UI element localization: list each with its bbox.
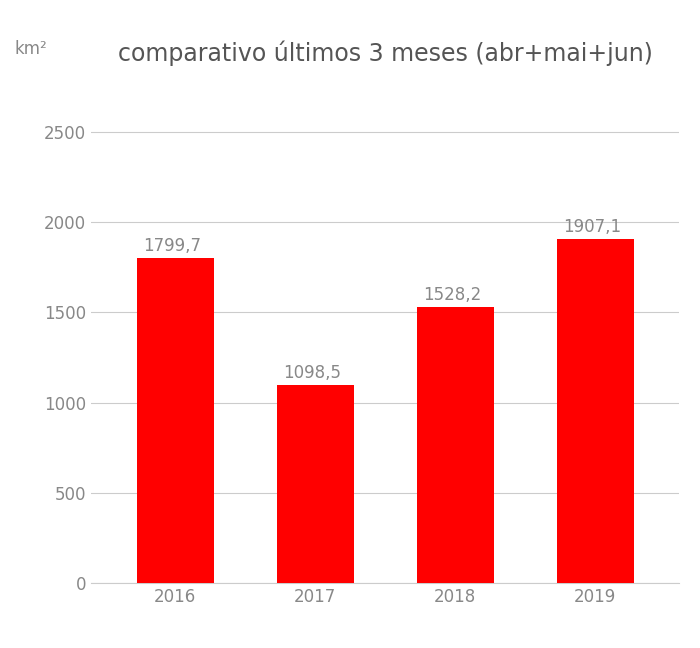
Bar [416, 307, 494, 583]
Bar [276, 385, 354, 583]
Bar [556, 239, 634, 583]
Text: 1799,7: 1799,7 [144, 237, 202, 255]
Bar [136, 259, 214, 583]
Text: 1907,1: 1907,1 [564, 218, 622, 236]
Text: 1528,2: 1528,2 [424, 286, 482, 304]
Text: km²: km² [14, 40, 47, 58]
Text: 1098,5: 1098,5 [284, 364, 342, 382]
Title: comparativo últimos 3 meses (abr+mai+jun): comparativo últimos 3 meses (abr+mai+jun… [118, 41, 652, 66]
